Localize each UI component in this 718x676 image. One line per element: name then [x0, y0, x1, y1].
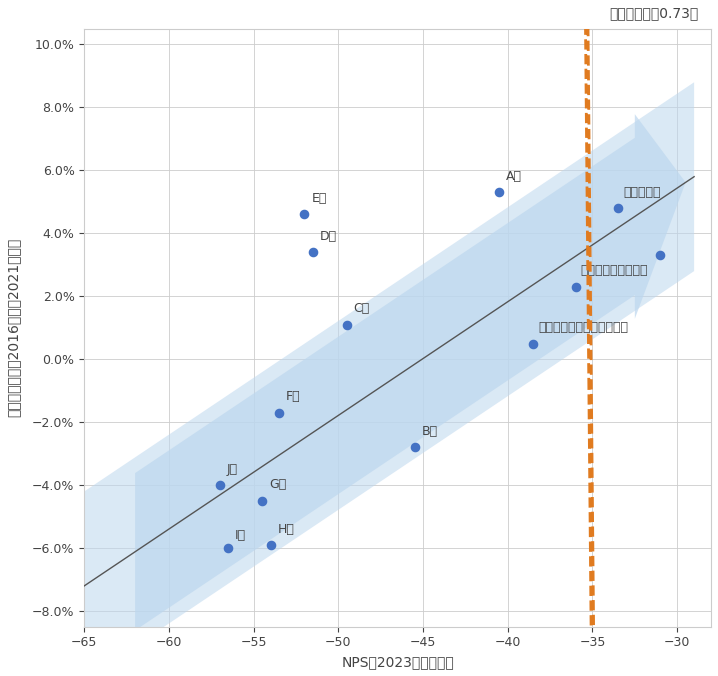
Text: プルデンシャル生命: プルデンシャル生命	[581, 264, 648, 277]
Point	[341, 319, 353, 330]
Point	[214, 480, 225, 491]
Text: B社: B社	[421, 425, 437, 438]
Point	[223, 543, 234, 554]
Text: （相関係数：0.73）: （相関係数：0.73）	[610, 6, 699, 20]
FancyArrow shape	[135, 114, 686, 631]
Point	[265, 539, 276, 550]
Text: I社: I社	[235, 529, 246, 541]
Text: G社: G社	[269, 479, 286, 491]
Text: ソニー生命: ソニー生命	[623, 186, 661, 199]
Point	[528, 338, 539, 349]
Point	[570, 281, 582, 292]
Text: C社: C社	[354, 302, 370, 315]
Text: A社: A社	[506, 170, 522, 183]
Text: F社: F社	[286, 390, 301, 404]
Point	[409, 442, 420, 453]
Text: 東京海上日動あんしん生命: 東京海上日動あんしん生命	[538, 321, 628, 334]
Text: D社: D社	[320, 230, 337, 243]
Text: E社: E社	[312, 192, 327, 205]
X-axis label: NPS（2023年度調査）: NPS（2023年度調査）	[341, 655, 454, 669]
Y-axis label: 年平均成長率（2016年度～2021年度）: 年平均成長率（2016年度～2021年度）	[7, 238, 21, 417]
Point	[299, 209, 310, 220]
Point	[655, 250, 666, 261]
Point	[612, 203, 624, 214]
Point	[256, 496, 268, 506]
Point	[493, 187, 505, 198]
Text: H社: H社	[277, 523, 294, 535]
Text: J社: J社	[227, 462, 238, 476]
Polygon shape	[84, 82, 694, 676]
Point	[307, 247, 319, 258]
Point	[274, 408, 285, 418]
